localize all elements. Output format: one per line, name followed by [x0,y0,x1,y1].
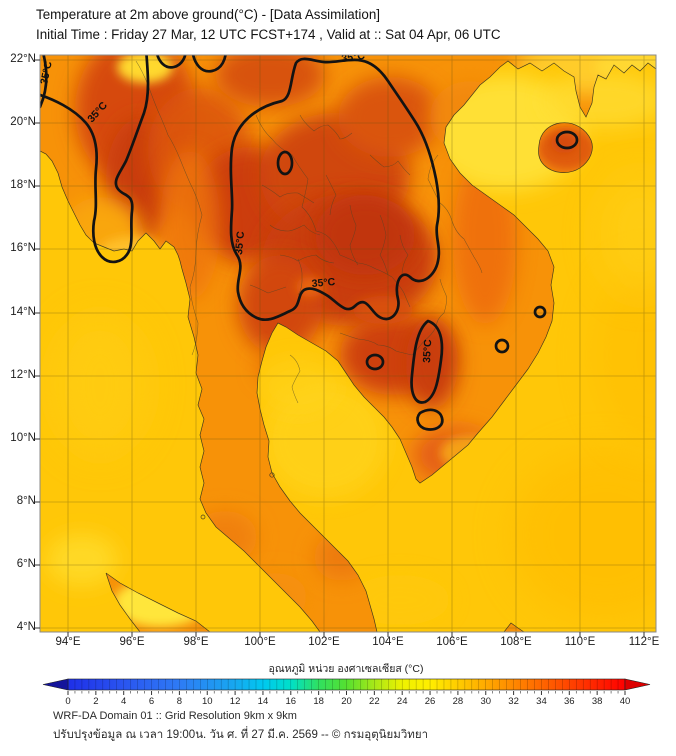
page-title: Temperature at 2m above ground(°C) - [Da… [36,7,380,22]
lon-tick-label: 94°E [55,636,81,648]
map-frame [35,54,657,637]
colorbar-tick-label: 6 [149,696,154,707]
lon-tick-label: 110°E [564,636,596,648]
lon-tick-label: 108°E [500,636,532,648]
temperature-field: 35°C35°C35°C35°C35°C35°C [38,50,656,632]
colorbar-tick-label: 10 [202,696,213,707]
contour-label-35c: 35°C [311,276,336,290]
graticule-grid [40,55,656,632]
lat-tick-label: 10°N [10,432,36,444]
contour-label-35c: 35°C [421,339,434,363]
colorbar-tick-label: 8 [177,696,182,707]
colorbar: 0 2 4 6 8 10 12 14 16 18 20 22 24 26 28 30 32 34 36 38 40 [42,678,651,707]
colorbar-tick-label: 22 [369,696,380,707]
lat-tick-label: 12°N [10,369,36,381]
page-subtitle: Initial Time : Friday 27 Mar, 12 UTC FCS… [36,26,501,42]
colorbar-tick-label: 26 [425,696,436,707]
lat-tick-label: 14°N [10,306,36,318]
contour-label-35c: 35°C [341,50,366,65]
colorbar-tick-label: 12 [230,696,241,707]
lat-tick-label: 22°N [10,53,36,65]
colorbar-tick-label: 0 [65,696,70,707]
colorbar-tick-label: 2 [93,696,98,707]
contour-label-35c: 35°C [38,60,55,86]
colorbar-tick-label: 24 [397,696,408,707]
colorbar-tick-label: 4 [121,696,126,707]
colorbar-left-arrow [42,678,69,691]
colorbar-tick-label: 20 [341,696,352,707]
colorbar-tick-label: 16 [286,696,297,707]
lat-tick-label: 16°N [10,242,36,254]
colorbar-tick-label: 32 [508,696,519,707]
colorbar-tick-label: 14 [258,696,269,707]
page-title-block: Temperature at 2m above ground(°C) - [Da… [36,5,501,44]
colorbar-tick-label: 18 [313,696,324,707]
footer-domain-info: WRF-DA Domain 01 :: Grid Resolution 9km … [53,710,297,722]
lon-tick-label: 104°E [372,636,404,648]
axis-ticks [35,59,645,637]
colorbar-tick-label: 38 [592,696,603,707]
province-borders [135,60,483,404]
footer-update-info: ปรับปรุงข้อมูล ณ เวลา 19:00น. วัน ศ. ที่… [53,729,429,741]
colorbar-tick-label: 40 [620,696,631,707]
contour-label-35c: 35°C [233,230,247,255]
colorbar-tick-label: 36 [564,696,575,707]
lat-tick-label: 20°N [10,116,36,128]
colorbar-right-arrow [624,678,651,691]
lon-tick-label: 98°E [183,636,209,648]
lon-tick-label: 112°E [628,636,660,648]
lon-tick-label: 96°E [119,636,145,648]
map-plot: 35°C35°C35°C35°C35°C35°C [35,54,657,637]
colorbar-tick-label: 30 [480,696,491,707]
colorbar-title: อุณหภูมิ หน่วย องศาเซลเซียส (°C) [268,663,424,675]
lat-tick-label: 18°N [10,179,36,191]
coastline [40,60,656,632]
colorbar-tick-label: 34 [536,696,547,707]
lon-tick-label: 106°E [436,636,468,648]
lon-tick-label: 100°E [244,636,276,648]
colorbar-tick-label: 28 [453,696,464,707]
contour-35c-lines [40,55,579,431]
lon-tick-label: 102°E [308,636,340,648]
lat-tick-label: 4°N [16,621,36,633]
lat-tick-label: 6°N [16,558,36,570]
lat-tick-label: 8°N [16,495,36,507]
